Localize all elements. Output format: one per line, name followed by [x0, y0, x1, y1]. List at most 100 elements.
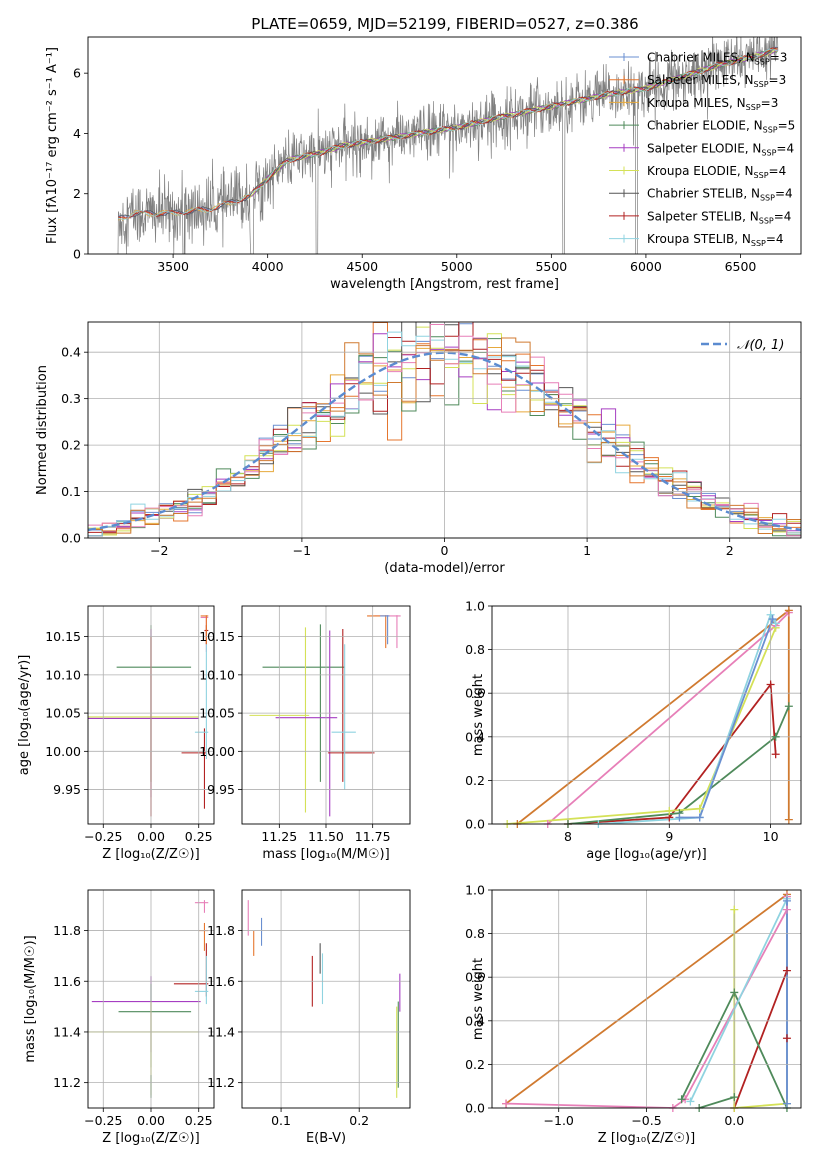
- y-axis-label: age [log₁₀(age/yr)]: [17, 655, 32, 776]
- y-tick-label: 11.4: [207, 1024, 235, 1039]
- x-tick-label: 1: [583, 543, 591, 558]
- legend-label: Chabrier ELODIE, N: [647, 119, 763, 133]
- weight-line-chabrier_elodie: [567, 705, 790, 824]
- legend-subscript: SSP: [754, 171, 769, 180]
- weight-marker-orange_line: [784, 606, 793, 615]
- legend-suffix: =4: [775, 187, 793, 201]
- weight-marker-kroupa_stelib: [766, 610, 775, 619]
- legend-suffix: =3: [769, 73, 787, 87]
- x-tick-label: 10: [763, 829, 779, 844]
- model-line-salpeter_stelib: [118, 47, 778, 219]
- x-tick-label: 11.75: [355, 829, 391, 844]
- legend-label: Salpeter ELODIE, N: [647, 141, 761, 155]
- weight-marker-chabrier_elodie: [784, 702, 793, 711]
- y-tick-label: 0.6: [465, 686, 485, 701]
- weight-marker-salpeter_stelib: [782, 966, 791, 975]
- model-line-kroupa_stelib: [118, 48, 778, 220]
- y-tick-label: 0.2: [465, 773, 485, 788]
- legend-subscript: SSP: [760, 194, 775, 203]
- x-tick-label: 4500: [346, 259, 378, 274]
- legend-label: Chabrier MILES, N: [647, 51, 755, 65]
- legend-subscript: SSP: [759, 216, 774, 225]
- y-axis-label: Flux [fλ10⁻¹⁷ erg cm⁻² s⁻¹ A⁻¹]: [45, 47, 60, 244]
- x-tick-label: −1: [293, 543, 311, 558]
- legend-entry: Kroupa STELIB, NSSP=4: [647, 232, 784, 248]
- axes-residuals: −2 −1 0 1 2 0.0 0.1 0.2 0.3 0.4 𝒩(0, 1) (data-model…: [35, 321, 802, 576]
- x-tick-label: 6000: [630, 259, 662, 274]
- axes-age_vs_mass: 11.25 11.50 11.75 9.95 10.00 10.05 10.10 10.15 m…: [199, 605, 411, 862]
- legend-subscript: SSP: [754, 80, 769, 89]
- weight-marker-orange_line: [784, 815, 793, 824]
- y-tick-label: 0.2: [465, 1057, 485, 1072]
- x-tick-label: 0.00: [137, 829, 165, 844]
- axes-frame: [491, 605, 802, 825]
- weight-marker-salpeter_stelib: [771, 750, 780, 759]
- legend-entry: Salpeter MILES, NSSP=3: [647, 73, 786, 89]
- x-axis-label: Z [log₁₀(Z/Z☉)]: [598, 1131, 695, 1146]
- y-tick-label: 0.8: [465, 926, 485, 941]
- y-axis-label: mass weight: [471, 674, 486, 756]
- legend-entry: Kroupa ELODIE, NSSP=4: [647, 164, 786, 180]
- y-tick-label: 6: [73, 66, 81, 81]
- legend-subscript: SSP: [761, 148, 776, 157]
- y-tick-label: 10.00: [199, 744, 235, 759]
- x-tick-label: 0.0: [724, 1113, 744, 1128]
- x-tick-label: −0.25: [84, 829, 122, 844]
- y-tick-label: 0.3: [61, 391, 81, 406]
- legend-label: Salpeter MILES, N: [647, 73, 754, 87]
- y-tick-label: 10.15: [199, 629, 235, 644]
- x-axis-label: Z [log₁₀(Z/Z☉)]: [102, 1131, 199, 1146]
- legend-entry: 𝒩(0, 1): [737, 338, 784, 353]
- axes-frame: [87, 36, 802, 255]
- axes-frame: [241, 605, 411, 825]
- x-tick-label: 11.50: [308, 829, 344, 844]
- axes-weight_vs_Z: −1.0 −0.5 0.0 0.0 0.2 0.4 0.6 0.8 1.0 Z [log₁₀(Z/…: [465, 883, 802, 1146]
- axes-age_vs_Z: −0.25 0.00 0.25 9.95 10.00 10.05 10.10 10.15 Z […: [17, 605, 215, 862]
- y-tick-label: 10.10: [199, 667, 235, 682]
- axes-frame: [87, 605, 215, 825]
- y-axis-label: mass weight: [471, 958, 486, 1040]
- y-axis-label: Normed distribution: [35, 365, 50, 495]
- legend-label: Kroupa ELODIE, N: [647, 164, 754, 178]
- axes-mass_vs_Z: −0.25 0.00 0.25 11.2 11.4 11.6 11.8 Z [log₁₀(Z/…: [23, 889, 215, 1146]
- x-axis-label: (data-model)/error: [384, 561, 505, 576]
- x-tick-label: −0.25: [84, 1113, 122, 1128]
- legend-suffix: =4: [776, 141, 794, 155]
- x-tick-label: 5500: [535, 259, 567, 274]
- axes-frame: [491, 889, 802, 1109]
- weight-marker-salpeter_stelib: [782, 1034, 791, 1043]
- x-tick-label: 5000: [441, 259, 473, 274]
- plot-background: [492, 606, 801, 824]
- legend-entry: Kroupa MILES, NSSP=3: [647, 96, 778, 112]
- axes-frame: [87, 889, 215, 1109]
- legend-entry: Salpeter STELIB, NSSP=4: [647, 209, 791, 225]
- x-tick-label: 11.25: [261, 829, 297, 844]
- legend-entry: Chabrier STELIB, NSSP=4: [647, 187, 793, 203]
- y-tick-label: 10.05: [45, 706, 81, 721]
- x-axis-label: Z [log₁₀(Z/Z☉)]: [102, 847, 199, 862]
- y-tick-label: 9.95: [207, 782, 235, 797]
- legend-label: Kroupa MILES, N: [647, 96, 746, 110]
- y-tick-label: 11.4: [53, 1024, 81, 1039]
- legend-subscript: SSP: [763, 126, 778, 135]
- plot-area: [249, 615, 401, 817]
- weight-line-chabrier_elodie: [698, 1096, 735, 1108]
- legend-suffix: =5: [778, 119, 796, 133]
- weight-marker-chabrier_elodie: [730, 988, 739, 997]
- y-tick-label: 11.8: [207, 923, 235, 938]
- legend-subscript: SSP: [746, 103, 761, 112]
- x-tick-label: 3500: [157, 259, 189, 274]
- y-axis-label: mass [log₁₀(M/M☉)]: [23, 935, 38, 1062]
- y-tick-label: 0.1: [61, 484, 81, 499]
- y-tick-label: 0: [73, 247, 81, 262]
- plot-area: [116, 37, 779, 254]
- weight-line-kroupa_elodie: [507, 627, 777, 824]
- y-tick-label: 11.6: [53, 974, 81, 989]
- legend-suffix: =4: [774, 209, 792, 223]
- weight-marker-chabrier_miles: [675, 813, 684, 822]
- legend-label: Kroupa STELIB, N: [647, 232, 751, 246]
- plot-background: [242, 890, 410, 1108]
- weight-marker-chabrier_elodie: [771, 732, 780, 741]
- weight-line-salpeter_stelib: [567, 682, 777, 824]
- axes-frame: [241, 889, 411, 1109]
